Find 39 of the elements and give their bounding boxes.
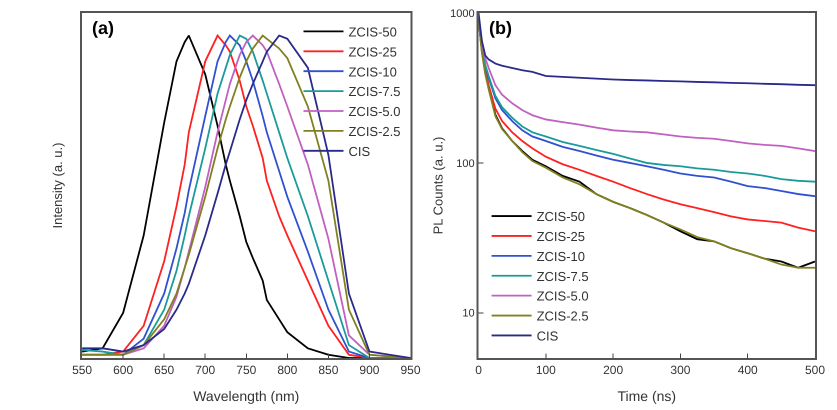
x-tick-label: 600 (113, 363, 134, 378)
y-tick-label: 10 (462, 308, 475, 320)
x-tick-label: 0 (475, 363, 482, 378)
x-tick-label: 800 (277, 363, 298, 378)
x-tick-label: 900 (359, 363, 380, 378)
y-axis-title: Intensity (a. u.) (50, 142, 65, 228)
legend-label: CIS (536, 328, 559, 344)
x-tick-label: 100 (536, 363, 556, 378)
legend-label: ZCIS-2.5 (536, 308, 589, 324)
legend-label: ZCIS-2.5 (348, 124, 400, 139)
annotation: (a) (92, 18, 114, 38)
legend-label: ZCIS-25 (348, 44, 397, 60)
legend-label: ZCIS-50 (536, 209, 585, 224)
legend-label: CIS (348, 144, 370, 159)
x-tick-label: 700 (195, 363, 216, 378)
x-tick-label: 850 (318, 363, 339, 378)
legend-label: ZCIS-10 (536, 248, 585, 264)
legend-label: ZCIS-5.0 (348, 104, 400, 120)
legend-label: ZCIS-10 (348, 64, 397, 80)
x-tick-label: 550 (72, 363, 92, 378)
x-tick-label: 200 (603, 363, 624, 378)
legend-label: ZCIS-5.0 (536, 288, 589, 304)
y-axis-title: PL Counts (a. u.) (430, 136, 446, 234)
annotation: (b) (489, 18, 512, 38)
x-tick-label: 950 (400, 363, 421, 378)
y-tick-label: 1000 (450, 8, 475, 20)
legend-label: ZCIS-50 (348, 24, 397, 40)
legend-label: ZCIS-25 (536, 229, 585, 244)
x-tick-label: 400 (738, 363, 758, 378)
x-tick-label: 500 (804, 363, 826, 378)
x-axis-title: Wavelength (nm) (193, 388, 300, 404)
legend-label: ZCIS-7.5 (348, 84, 400, 100)
legend-label: ZCIS-7.5 (536, 268, 589, 284)
y-tick-label: 100 (456, 158, 475, 170)
x-tick-label: 300 (670, 363, 691, 378)
line-series (478, 13, 815, 86)
x-tick-label: 750 (236, 363, 257, 378)
x-tick-label: 650 (154, 363, 175, 378)
x-axis-title: Time (ns) (617, 388, 676, 404)
